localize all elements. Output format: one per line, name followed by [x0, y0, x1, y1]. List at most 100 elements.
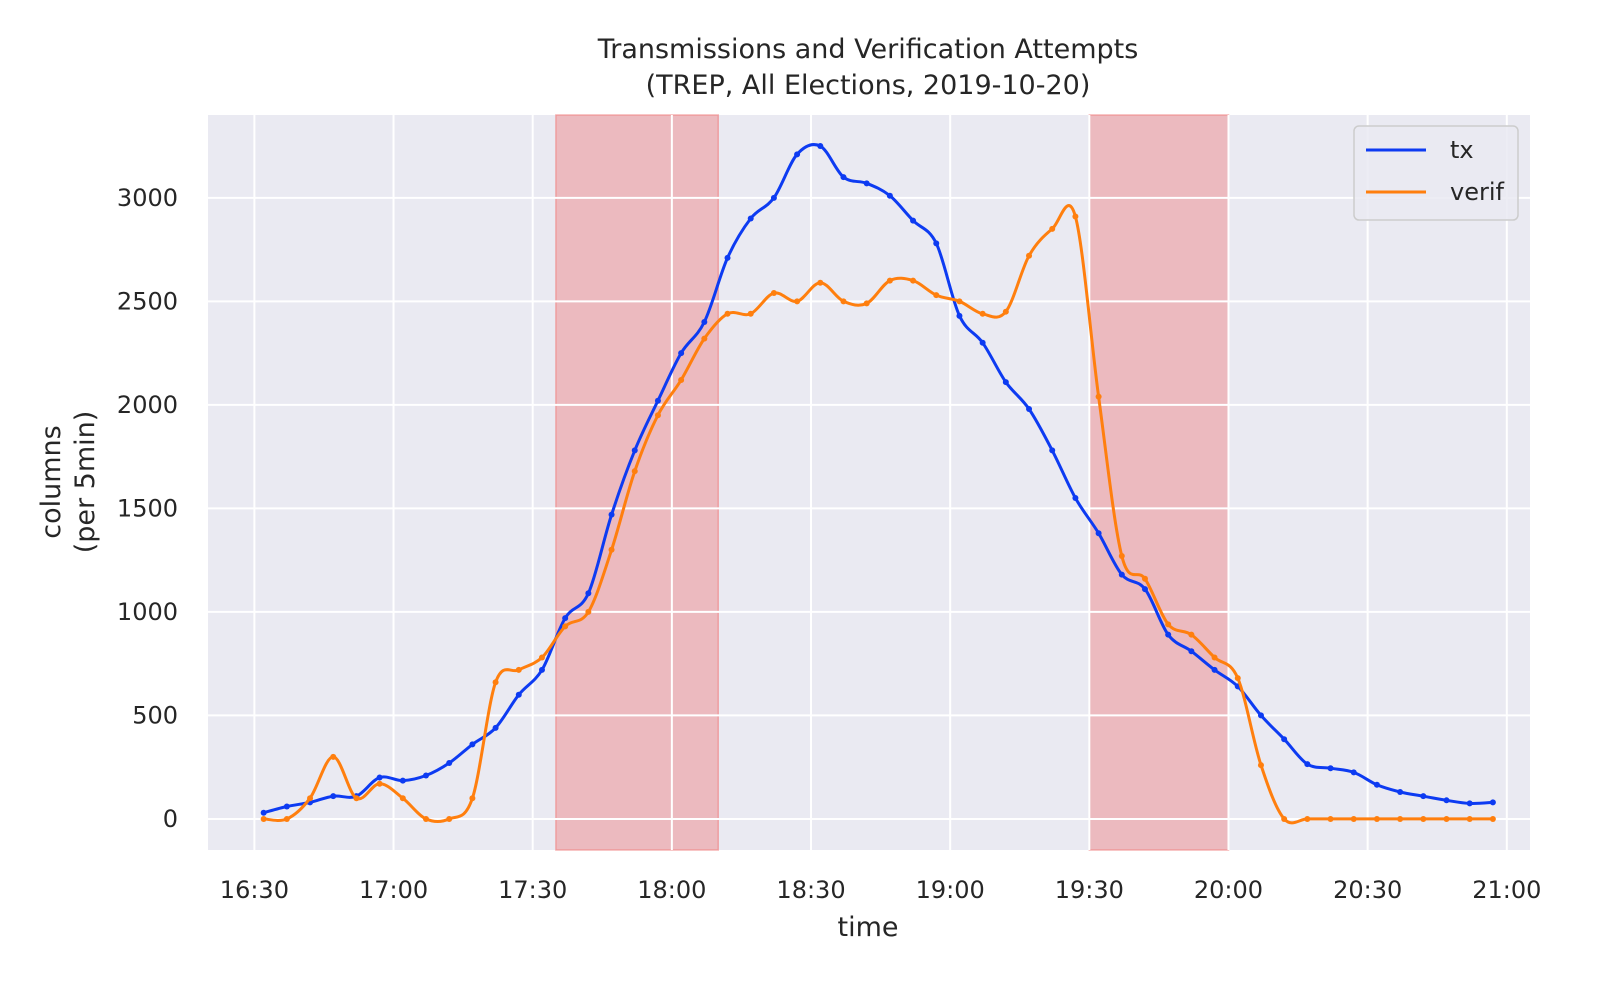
data-point-verif [260, 815, 267, 822]
data-point-tx [886, 192, 893, 199]
y-tick-label: 1500 [117, 494, 178, 522]
data-point-verif [376, 780, 383, 787]
data-point-tx [1420, 793, 1427, 800]
data-point-tx [469, 741, 476, 748]
data-point-tx [654, 397, 661, 404]
data-point-verif [724, 310, 731, 317]
series-lines [260, 143, 1496, 825]
data-point-tx [330, 793, 337, 800]
y-axis-label-line2: (per 5min) [70, 411, 101, 554]
data-point-verif [1072, 213, 1079, 220]
data-point-verif [608, 546, 615, 553]
data-point-verif [1026, 252, 1033, 259]
data-point-verif [446, 815, 453, 822]
data-point-verif [1397, 815, 1404, 822]
shaded-interval-0 [555, 114, 719, 851]
data-point-verif [1443, 815, 1450, 822]
data-point-tx [863, 180, 870, 187]
data-point-verif [1350, 815, 1357, 822]
data-point-verif [840, 298, 847, 305]
legend-label-tx: tx [1450, 136, 1474, 164]
data-point-verif [1118, 553, 1125, 559]
data-point-tx [770, 194, 777, 201]
data-point-verif [1141, 575, 1148, 582]
data-point-verif [562, 623, 569, 630]
data-point-verif [1373, 815, 1380, 822]
data-point-verif [979, 310, 986, 317]
y-tick-label: 3000 [117, 184, 178, 212]
x-tick-label: 21:00 [1472, 876, 1541, 904]
data-point-tx [747, 215, 754, 222]
data-point-tx [1026, 406, 1033, 412]
y-axis-label: columns (per 5min) [36, 411, 101, 554]
data-point-tx [1188, 648, 1195, 655]
data-point-tx [376, 774, 383, 781]
y-tick-label: 2500 [117, 287, 178, 315]
data-point-verif [423, 815, 430, 822]
data-point-tx [1165, 631, 1172, 638]
data-point-verif [1304, 815, 1311, 822]
data-point-verif [1002, 308, 1009, 315]
data-point-verif [1327, 815, 1334, 822]
data-point-verif [399, 795, 406, 802]
data-point-verif [747, 310, 754, 317]
data-point-tx [446, 760, 453, 767]
data-point-tx [1281, 736, 1288, 743]
data-point-verif [469, 795, 476, 802]
data-point-tx [1118, 571, 1125, 578]
y-tick-label: 2000 [117, 391, 178, 419]
tick-labels: 16:30 17:00 17:30 18:00 18:30 19:00 19:30 20:00… [117, 184, 1541, 904]
data-point-verif [817, 279, 824, 286]
data-point-tx [283, 803, 290, 810]
chart-subtitle: (TREP, All Elections, 2019-10-20) [646, 70, 1091, 101]
data-point-verif [515, 666, 522, 673]
data-point-verif [1257, 762, 1264, 769]
data-point-tx [1466, 800, 1473, 807]
data-point-verif [492, 679, 499, 686]
data-point-verif [353, 795, 360, 802]
shaded-interval-1 [1088, 114, 1230, 851]
x-axis-label: time [837, 912, 898, 943]
data-point-verif [585, 608, 592, 615]
data-point-tx [492, 724, 499, 731]
x-tick-label: 19:30 [1055, 876, 1124, 904]
data-point-verif [770, 290, 777, 297]
data-point-tx [910, 217, 917, 224]
data-point-tx [1397, 789, 1404, 796]
data-point-tx [1095, 530, 1102, 537]
data-point-verif [701, 335, 708, 342]
data-point-verif [1165, 621, 1172, 628]
data-point-tx [817, 143, 824, 150]
data-point-tx [423, 772, 430, 779]
data-point-tx [585, 590, 592, 597]
data-point-tx [1350, 769, 1357, 776]
data-point-verif [1188, 631, 1195, 638]
legend-label-verif: verif [1450, 178, 1505, 206]
data-point-verif [1281, 815, 1288, 822]
data-point-tx [1049, 447, 1056, 454]
data-point-verif [1489, 815, 1496, 822]
y-tick-label: 1000 [117, 598, 178, 626]
data-point-verif [1095, 393, 1102, 400]
y-tick-label: 500 [132, 701, 178, 729]
data-point-verif [956, 298, 963, 305]
data-point-verif [1049, 225, 1056, 232]
x-tick-label: 19:00 [916, 876, 985, 904]
data-point-verif [330, 753, 337, 760]
data-point-verif [631, 468, 638, 475]
chart-title: Transmissions and Verification Attempts [597, 34, 1139, 65]
data-point-verif [654, 412, 661, 419]
data-point-tx [399, 777, 406, 784]
data-point-verif [886, 277, 893, 284]
x-tick-label: 17:30 [498, 876, 567, 904]
grid [208, 115, 1530, 850]
data-point-tx [1211, 666, 1218, 673]
x-tick-label: 20:00 [1194, 876, 1263, 904]
y-axis-label-line1: columns [36, 425, 67, 538]
data-point-verif [794, 298, 801, 305]
data-point-verif [283, 815, 290, 822]
data-point-tx [956, 312, 963, 319]
data-point-verif [1466, 815, 1473, 822]
plot-area [208, 115, 1530, 850]
